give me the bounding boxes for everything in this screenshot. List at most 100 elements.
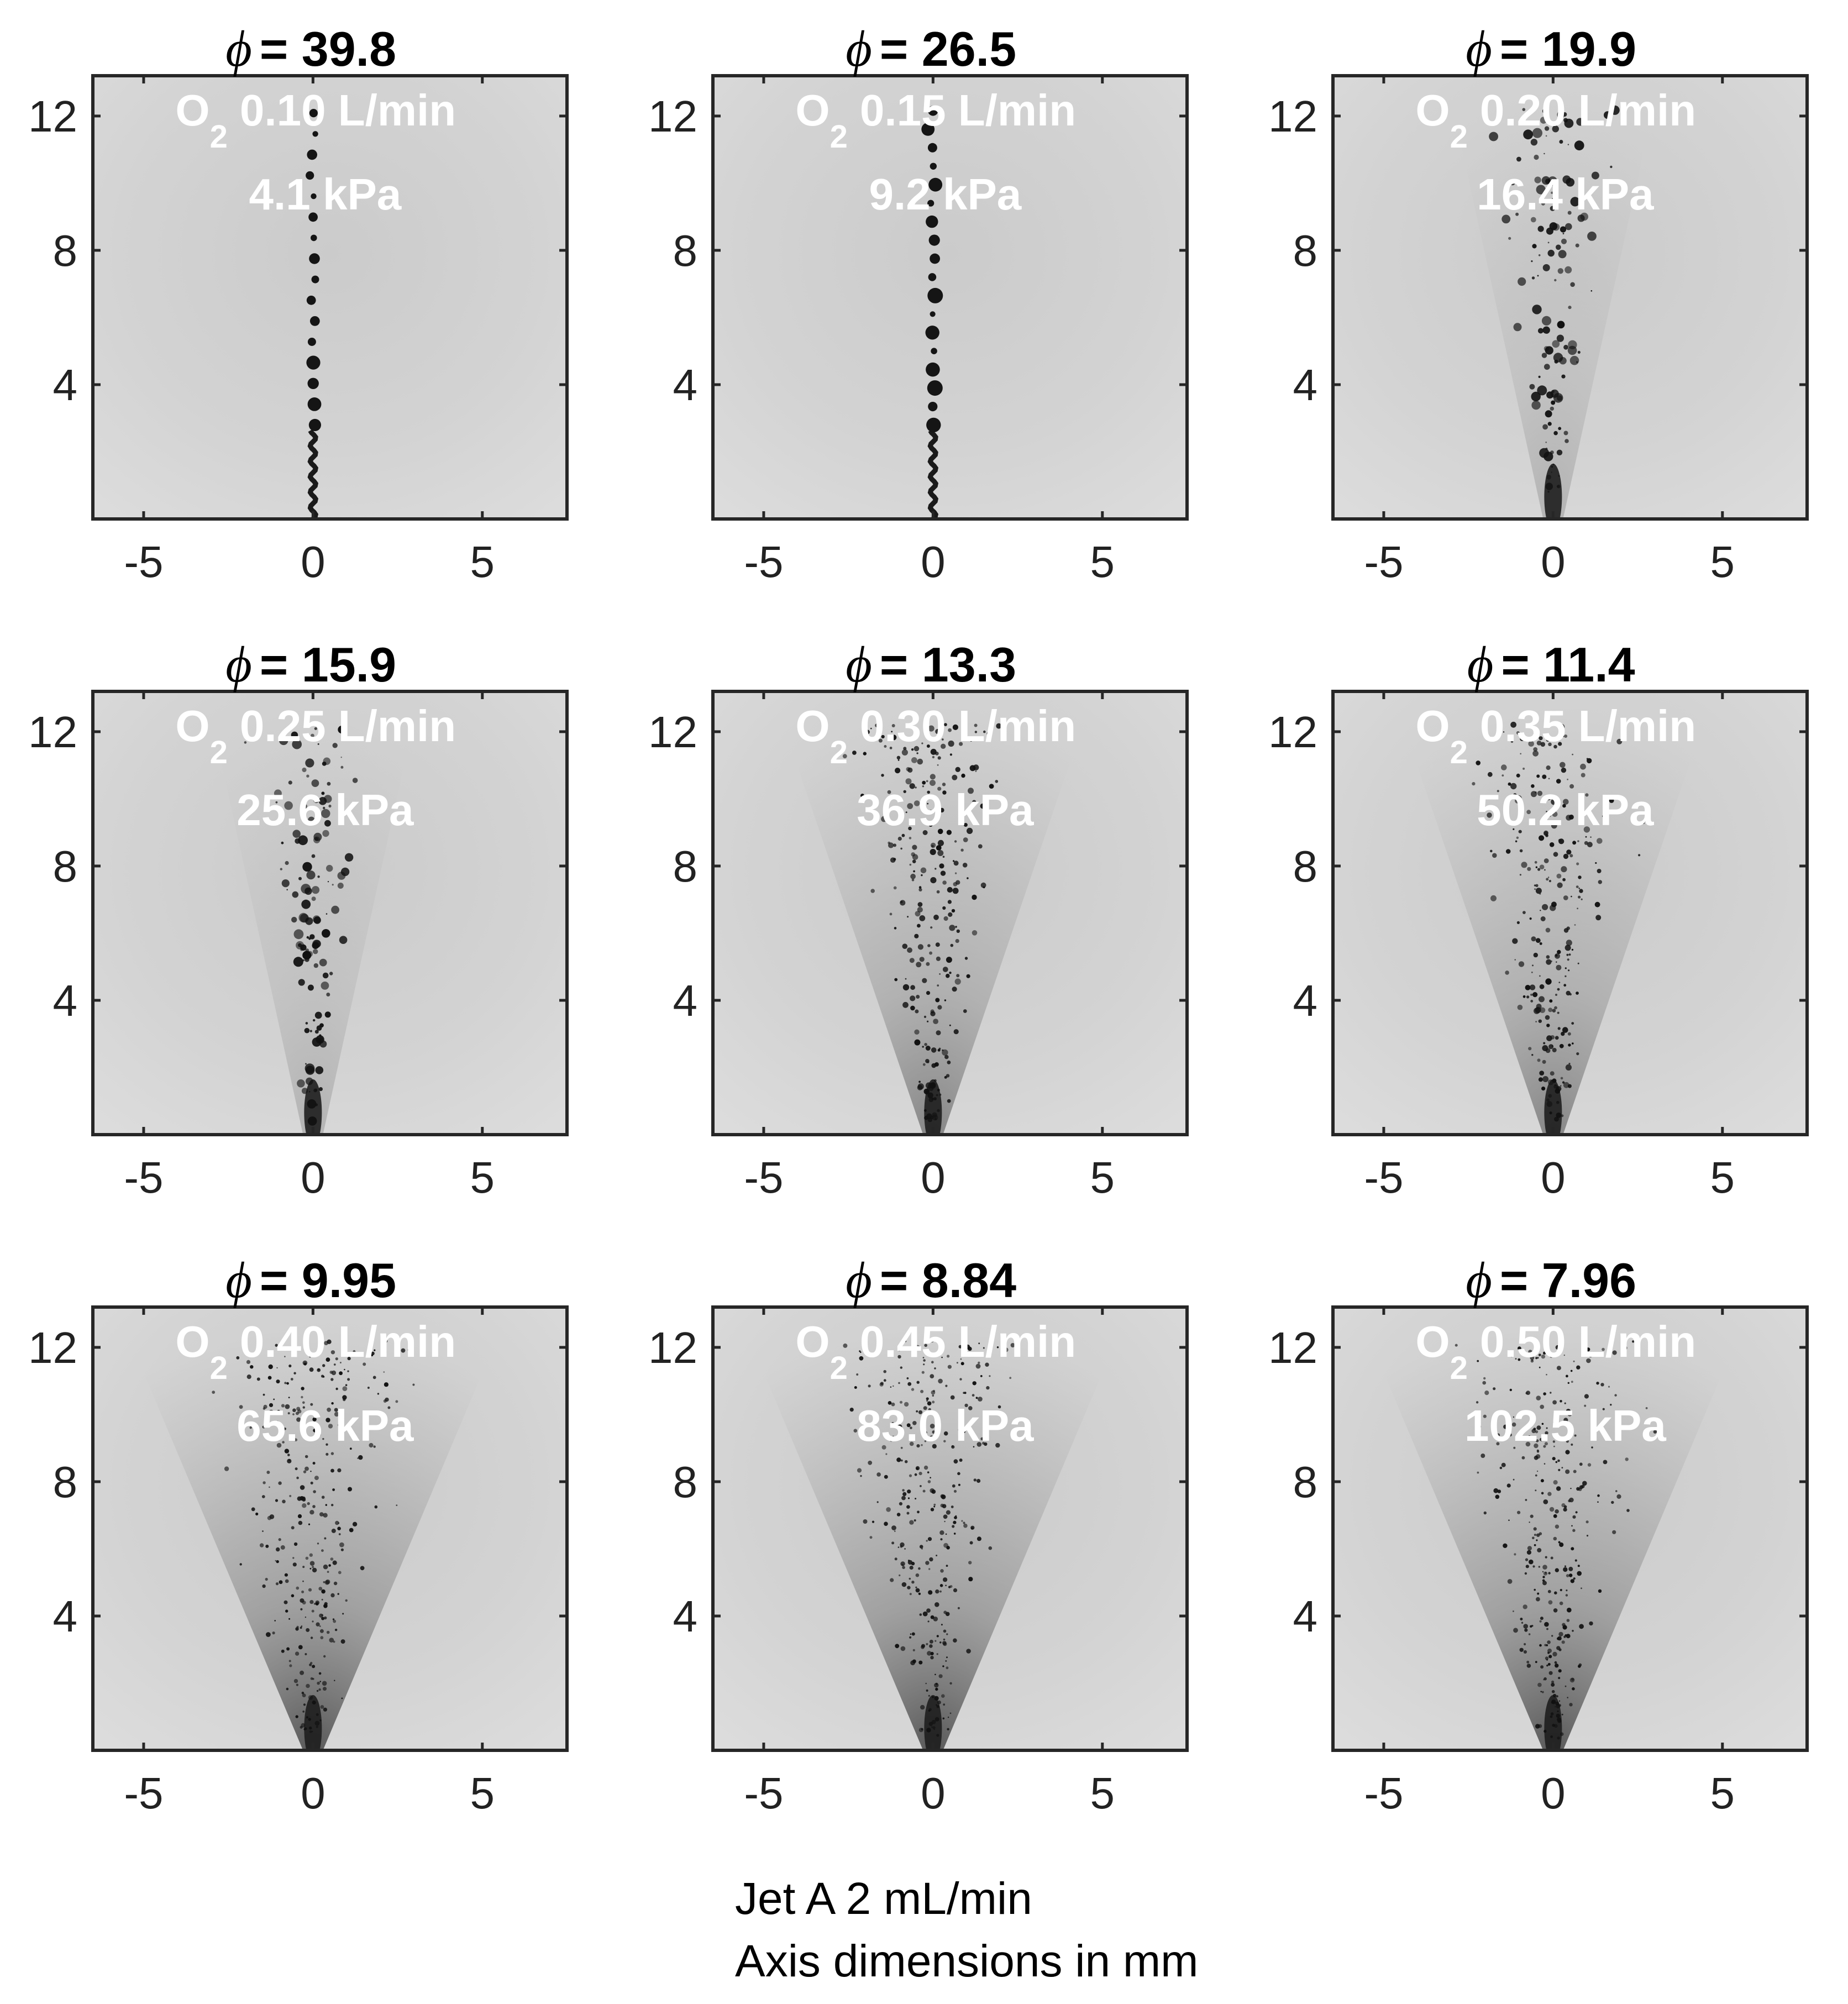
droplet <box>1561 327 1563 328</box>
droplet <box>323 1581 326 1583</box>
droplet <box>1572 841 1577 845</box>
droplet <box>275 1582 279 1586</box>
droplet <box>1611 1501 1614 1504</box>
droplet <box>898 1349 901 1351</box>
droplet <box>964 1403 968 1408</box>
droplet <box>301 1088 308 1094</box>
droplet <box>1576 118 1584 126</box>
droplet <box>891 731 893 733</box>
droplet <box>1565 975 1567 978</box>
droplet <box>1489 132 1499 141</box>
droplet <box>1586 1520 1589 1524</box>
droplet <box>314 1011 322 1019</box>
x-tick-label: 5 <box>1090 1153 1115 1202</box>
droplet <box>1508 1519 1510 1521</box>
droplet <box>334 1412 339 1417</box>
droplet <box>1544 869 1546 871</box>
droplet <box>936 956 941 961</box>
droplet <box>305 887 312 895</box>
droplet <box>938 1674 943 1678</box>
droplet <box>281 841 284 844</box>
droplet <box>1557 988 1560 991</box>
droplet <box>275 801 278 804</box>
droplet <box>1542 1581 1547 1586</box>
droplet <box>1512 938 1518 944</box>
droplet <box>1597 838 1603 844</box>
droplet <box>1539 1438 1543 1441</box>
gas-symbol: O <box>175 86 209 135</box>
droplet <box>311 896 316 901</box>
droplet <box>1558 427 1562 431</box>
droplet <box>942 856 945 858</box>
droplet <box>314 1720 320 1726</box>
droplet <box>305 1653 307 1655</box>
droplet <box>942 967 948 972</box>
gas-symbol: O <box>795 86 830 135</box>
droplet <box>1497 790 1499 793</box>
droplet <box>287 1454 290 1456</box>
droplet <box>1556 1713 1561 1718</box>
droplet <box>926 1643 928 1645</box>
droplet <box>296 1625 299 1629</box>
droplet <box>321 1496 325 1499</box>
droplet <box>349 1447 352 1450</box>
droplet <box>914 746 920 752</box>
droplet <box>1545 179 1551 184</box>
droplet <box>954 1516 957 1519</box>
droplet <box>1495 736 1499 739</box>
droplet <box>306 774 309 778</box>
droplet <box>302 1566 305 1568</box>
phi-symbol: ϕ <box>846 1252 872 1308</box>
droplet <box>878 738 883 743</box>
droplet <box>305 1556 309 1560</box>
y-tick-label: 4 <box>673 976 698 1025</box>
droplet <box>919 957 925 962</box>
droplet <box>1563 984 1567 987</box>
droplet <box>262 1530 264 1532</box>
droplet <box>295 1467 298 1471</box>
droplet <box>1542 1565 1547 1570</box>
droplet <box>919 915 926 921</box>
droplet <box>276 1379 280 1384</box>
droplet <box>942 790 947 795</box>
droplet <box>284 1449 290 1454</box>
droplet <box>348 1487 352 1492</box>
droplet <box>338 1423 342 1428</box>
droplet <box>919 1545 923 1549</box>
droplet <box>924 1043 927 1046</box>
y-tick-label: 12 <box>1268 707 1317 757</box>
droplet <box>1545 1572 1547 1574</box>
droplet <box>322 1438 324 1440</box>
droplet <box>265 1577 268 1581</box>
droplet <box>382 1338 388 1344</box>
droplet <box>1506 1483 1511 1488</box>
droplet <box>904 1402 909 1407</box>
droplet <box>309 1553 313 1557</box>
droplet <box>1558 1648 1562 1651</box>
droplet <box>937 840 944 846</box>
droplet <box>1584 841 1588 845</box>
droplet <box>1543 1392 1546 1396</box>
droplet <box>935 1717 939 1722</box>
droplet <box>1562 735 1565 737</box>
droplet <box>1567 1634 1569 1636</box>
droplet <box>944 1076 947 1079</box>
droplet <box>947 1060 951 1064</box>
spray-droplets <box>745 1329 1121 1750</box>
droplet <box>921 874 923 877</box>
droplet <box>1455 1344 1458 1347</box>
droplet <box>1544 1729 1547 1733</box>
panel-title: ϕ = 26.5 <box>846 20 1016 77</box>
droplet <box>1560 1400 1562 1403</box>
droplet <box>300 1627 302 1629</box>
droplet <box>296 1586 300 1590</box>
droplet <box>308 1091 311 1093</box>
droplet <box>972 894 977 900</box>
droplet <box>1550 206 1555 211</box>
droplet <box>903 790 906 794</box>
droplet <box>923 1015 927 1018</box>
droplet <box>250 1365 254 1369</box>
droplet <box>1553 1608 1558 1613</box>
droplet <box>288 1397 290 1399</box>
